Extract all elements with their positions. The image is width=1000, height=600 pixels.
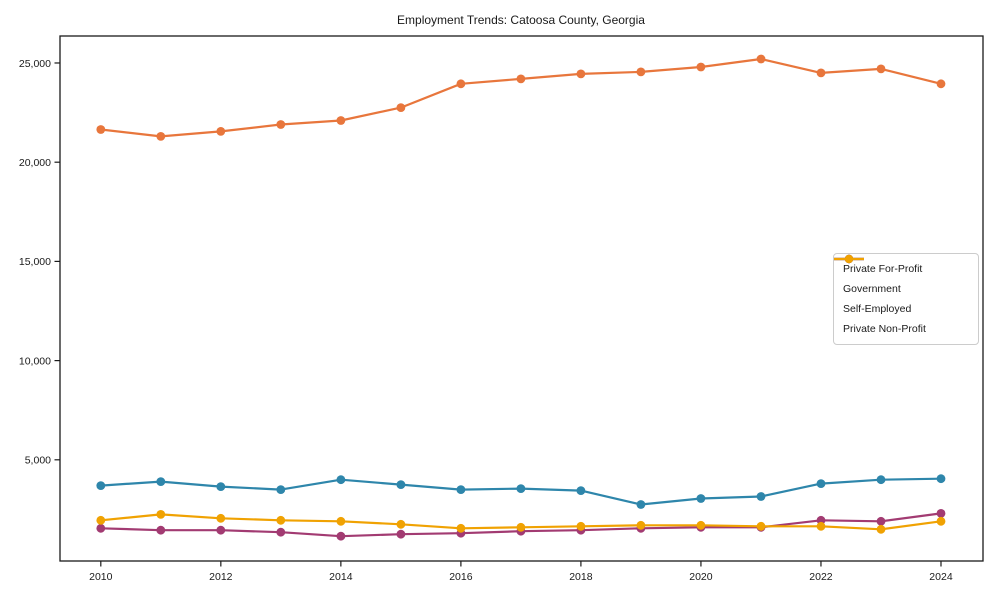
axes: 2010 2012 2014 2016 2018 2020 2022 2024 5,000 10,… [19,35,984,583]
data-point [276,120,286,129]
legend-marker-icon [834,254,864,264]
data-point [876,516,886,526]
data-point [816,479,826,488]
series-line [100,57,942,138]
legend-item-private-non-profit: Private Non-Profit [834,254,969,336]
x-tick-label: 2018 [569,571,593,583]
plot-area-border [59,35,984,562]
data-point [156,477,166,486]
data-point [336,116,346,125]
data-point [336,531,346,541]
legend-label: Self-Employed [843,303,912,315]
data-point [396,519,406,529]
data-point [576,69,586,79]
data-point [156,132,166,141]
data-point [96,523,106,533]
data-point [156,510,166,519]
data-point [456,79,466,89]
data-point [276,485,286,494]
data-point [876,475,886,485]
data-point [696,520,706,530]
legend-label: Private Non-Profit [843,323,926,335]
data-point [756,521,766,531]
x-tick-label: 2022 [809,571,833,583]
x-tick-label: 2010 [89,571,113,583]
x-tick-label: 2024 [929,571,953,583]
data-point [276,515,286,525]
data-point [216,482,226,491]
y-tick-label: 10,000 [19,355,51,367]
data-point [876,64,886,74]
y-tick-label: 20,000 [19,157,51,169]
data-point [456,485,466,494]
chart-title: Employment Trends: Catoosa County, Georg… [397,13,645,27]
x-tick-label: 2016 [449,571,473,583]
data-point [756,492,766,501]
data-point [276,527,286,537]
legend-dot [844,254,854,264]
legend: Private For-Profit Government Self-Employe… [833,253,979,345]
data-point [336,516,346,526]
y-tick-label: 25,000 [19,58,51,70]
data-point [216,126,226,136]
data-point [696,494,706,503]
data-point [936,516,946,526]
data-point [636,520,646,530]
data-point [696,62,706,72]
data-point [396,480,406,489]
data-point [96,481,106,490]
x-tick-label: 2020 [689,571,713,583]
data-point [156,525,166,535]
data-point [636,500,646,509]
data-point [396,103,406,112]
data-point [516,74,526,84]
data-point [816,521,826,531]
legend-item-government: Government [834,254,969,296]
x-tick-label: 2012 [209,571,233,583]
data-point [96,125,106,134]
data-point [576,486,586,495]
data-point [516,484,526,493]
data-point [336,475,346,485]
legend-label: Government [843,283,901,295]
x-tick-label: 2014 [329,571,353,583]
data-point [936,79,946,89]
data-point [816,68,826,78]
data-point [936,509,946,518]
data-point [396,529,406,539]
data-point [876,524,886,534]
legend-item-self-employed: Self-Employed [834,254,969,316]
data-point [576,521,586,531]
legend-label: Private For-Profit [843,263,923,275]
data-point [456,523,466,533]
data-point [936,474,946,484]
y-tick-label: 15,000 [19,256,51,268]
series-group [96,54,946,541]
series-private-for-profit [96,54,946,141]
series-government [96,474,946,509]
series-private-non-profit [96,510,946,534]
data-point [636,67,646,77]
y-tick-label: 5,000 [25,455,51,467]
data-point [216,525,226,535]
data-point [96,515,106,525]
legend-item-private-for-profit: Private For-Profit [834,254,969,276]
data-point [216,513,226,523]
data-point [756,54,766,64]
data-point [516,522,526,532]
